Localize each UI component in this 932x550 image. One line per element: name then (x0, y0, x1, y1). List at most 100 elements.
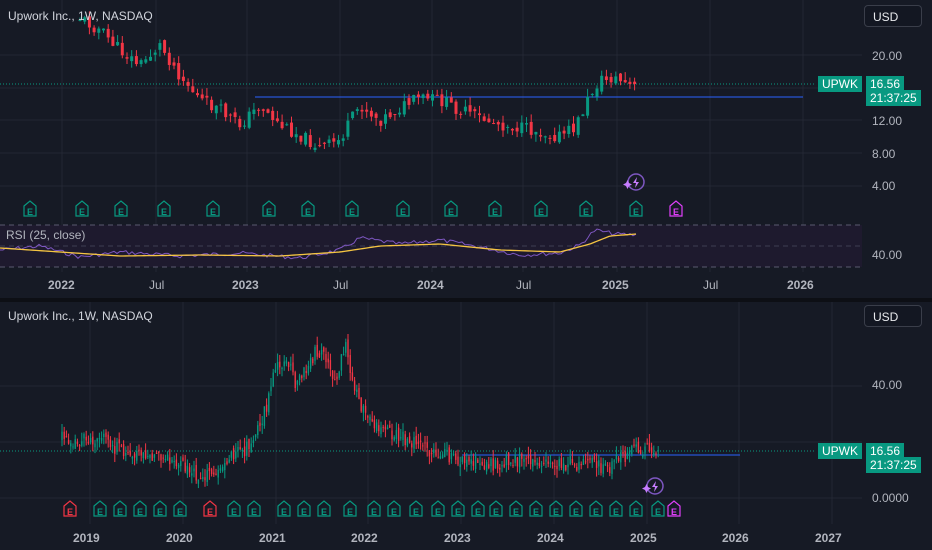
candle-body (512, 464, 514, 467)
candle-body (96, 438, 98, 442)
earnings-badge-letter: E (513, 507, 519, 517)
earnings-badge (203, 500, 217, 517)
candle-body (332, 138, 336, 142)
bottom-last-price-tag: 16.56 (866, 443, 905, 459)
earnings-badge-letter: E (305, 207, 311, 217)
candle-body (624, 451, 626, 462)
candle-body (571, 458, 574, 464)
candle-body (600, 463, 602, 473)
candle-body (445, 97, 449, 107)
earnings-badge (629, 500, 643, 517)
earnings-badge (297, 500, 311, 517)
candle-body (144, 450, 147, 459)
top-countdown-tag: 21:37:25 (866, 90, 921, 106)
candle-body (166, 454, 169, 461)
candle-body (459, 464, 461, 468)
candle-body (424, 442, 426, 444)
earnings-badge-letter: E (177, 507, 183, 517)
top-currency-button[interactable]: USD (864, 5, 922, 27)
bottom-time-label: 2022 (351, 531, 378, 545)
top-price-label: 20.00 (872, 49, 903, 63)
candle-body (271, 110, 275, 120)
candle-body (107, 434, 109, 440)
candle-body (287, 362, 290, 368)
rsi-axis-label: 40.00 (872, 248, 903, 262)
candle-body (94, 443, 96, 448)
earnings-badge (227, 500, 241, 517)
candle-body (431, 94, 434, 101)
candle-body (395, 430, 398, 439)
candle-body (523, 458, 525, 462)
earnings-badge-letter: E (391, 507, 397, 517)
candle-body (479, 463, 481, 466)
candle-body (327, 358, 329, 363)
rsi-band (0, 225, 862, 267)
earnings-badge-letter: E (613, 507, 619, 517)
candle-body (74, 439, 76, 449)
top-time-label: Jul (703, 278, 719, 292)
candle-body (239, 447, 241, 450)
candle-body (181, 76, 185, 81)
candle-body (224, 103, 228, 118)
candle-body (318, 353, 321, 358)
candle-body (367, 416, 369, 418)
earnings-badge (444, 200, 458, 217)
candle-body (228, 459, 230, 463)
candle-body (556, 465, 558, 469)
candle-body (214, 105, 218, 114)
candle-body (483, 465, 486, 470)
candle-body (153, 52, 157, 55)
candle-body (553, 134, 557, 142)
earnings-badge-letter: E (533, 507, 539, 517)
candle-body (167, 52, 171, 65)
bottom-ticker-tag[interactable]: UPWK (818, 443, 862, 459)
candle-body (193, 468, 195, 472)
candle-body (83, 433, 85, 439)
candle-body (290, 364, 292, 366)
candle-body (233, 112, 237, 118)
candle-body (404, 434, 406, 446)
candle-body (384, 114, 387, 124)
candle-body (573, 464, 576, 466)
candle-body (494, 459, 497, 469)
earnings-badge (629, 200, 643, 217)
candle-body (426, 93, 430, 99)
bottom-currency-button[interactable]: USD (864, 305, 922, 327)
candle-body (615, 455, 618, 460)
candle-body (435, 94, 439, 96)
candle-body (543, 462, 545, 464)
earnings-badge-letter: E (583, 207, 589, 217)
earnings-badge-letter: E (655, 507, 661, 517)
candle-body (459, 113, 463, 115)
candle-body (646, 443, 648, 445)
top-time-label: 2024 (417, 278, 444, 292)
candle-body (407, 98, 411, 105)
candle-body (628, 450, 631, 455)
earnings-badge-letter: E (448, 207, 454, 217)
bottom-chart-title: Upwork Inc., 1W, NASDAQ (8, 309, 153, 323)
candle-body (308, 135, 312, 147)
candle-body (92, 27, 96, 33)
candle-body (623, 80, 627, 83)
candle-body (378, 425, 380, 432)
earnings-badge (153, 500, 167, 517)
candle-body (473, 109, 477, 112)
candle-body (412, 94, 416, 102)
candle-body (294, 372, 296, 389)
candle-body (439, 456, 442, 459)
candle-body (373, 419, 376, 429)
panel-divider[interactable] (0, 298, 932, 302)
earnings-badge (409, 500, 423, 517)
candle-body (450, 453, 453, 460)
candle-body (477, 459, 479, 463)
candle-body (545, 459, 547, 462)
rsi-indicator-label[interactable]: RSI (25, close) (6, 228, 86, 242)
candle-body (492, 458, 494, 471)
candle-body (116, 41, 120, 46)
top-ticker-tag[interactable]: UPWK (818, 76, 862, 92)
candle-body (204, 477, 206, 481)
